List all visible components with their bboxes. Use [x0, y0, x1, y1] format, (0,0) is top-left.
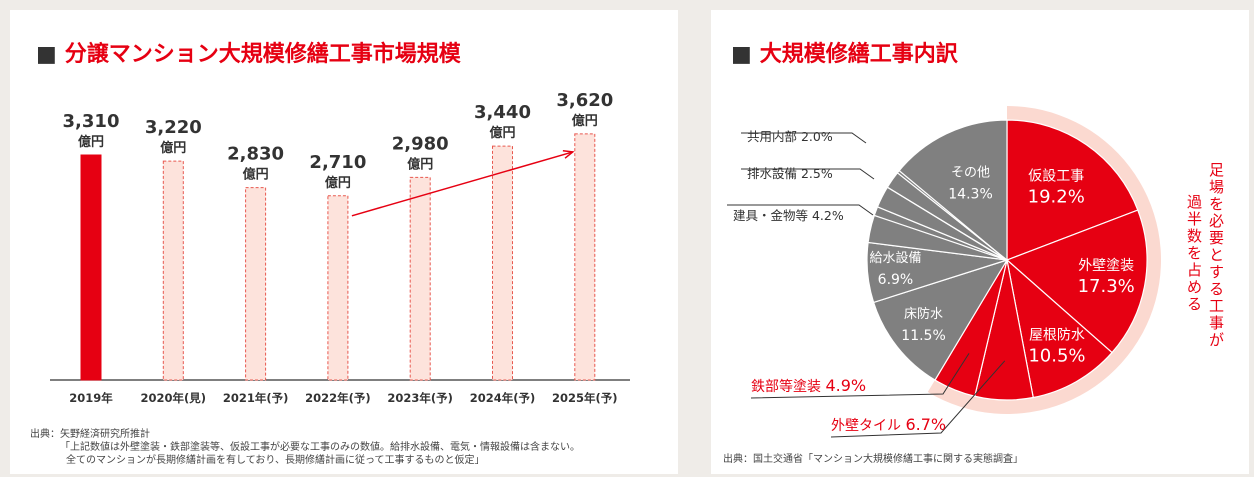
market-source-line: 全てのマンションが長期修繕計画を有しており、長期修繕計画に従って工事するものと仮…	[66, 455, 485, 466]
bar-2023年(予)	[409, 176, 431, 381]
pie-slice-value: 14.3%	[948, 186, 992, 202]
pie-slice-床防水	[872, 258, 1009, 381]
market-source-line: 「上記数値は外壁塗装・鉄部塗装等、仮設工事が必要な工事のみの数値。給排水設備、電…	[60, 442, 580, 453]
pie-leader-line-inner	[865, 142, 1005, 259]
market-source-note: 出典：矢野経済研究所推計 「上記数値は外壁塗装・鉄部塗装等、仮設工事が必要な工事…	[30, 428, 580, 467]
x-tick-label: 2020年(見)	[141, 391, 207, 405]
bar-2021年(予)	[245, 187, 267, 381]
bar-2022年(予)	[327, 195, 349, 381]
bar-value-label: 2,710	[309, 152, 366, 173]
pie-slice-その他	[896, 119, 1008, 262]
title-square-marker: ■	[36, 42, 57, 67]
title-square-marker: ■	[731, 42, 752, 67]
bar-2025年(予)	[574, 133, 596, 381]
breakdown-pie-chart: 仮設工事 19.2% 外壁塗装 17.3% 屋根防水 10.5% 外壁タイル 6.7% 鉄部等…	[727, 106, 1161, 438]
pie-slice-value: 10.5%	[1028, 346, 1085, 367]
bar-unit-label: 億円	[489, 125, 515, 141]
breakdown-source-note: 出典：国土交通省「マンション大規模修繕工事に関する実態調査」	[723, 454, 1023, 465]
trend-arrow-line	[351, 151, 574, 217]
breakdown-title: ■ 大規模修繕工事内訳	[731, 36, 958, 68]
bar-unit-label: 億円	[572, 113, 598, 129]
pie-leader-line	[741, 132, 867, 144]
pie-slice-label: 給水設備	[869, 250, 921, 266]
bar-unit-label: 億円	[325, 175, 351, 191]
bar-2020年(見)	[162, 160, 184, 381]
pie-slice-value: 17.3%	[1078, 276, 1135, 297]
x-tick-label: 2019年	[69, 391, 113, 405]
bar-unit-label: 億円	[243, 167, 269, 183]
x-tick-label: 2021年(予)	[223, 391, 289, 405]
pie-slice-label: 屋根防水	[1029, 328, 1085, 344]
pie-leader-line-inner	[873, 178, 1004, 259]
pie-slice-label: 仮設工事	[1028, 169, 1084, 185]
bar-unit-label: 億円	[160, 140, 186, 156]
pie-outside-label: 建具・金物等 4.2%	[733, 208, 844, 223]
trend-arrow-head	[562, 149, 575, 159]
bar-value-label: 3,310	[63, 111, 120, 132]
x-tick-label: 2023年(予)	[387, 391, 453, 405]
bar-unit-label: 億円	[407, 156, 433, 172]
x-tick-label: 2025年(予)	[552, 391, 618, 405]
pie-slice-value: 11.5%	[901, 328, 945, 344]
market-size-title-text: 分譲マンション大規模修繕工事市場規模	[64, 42, 461, 67]
pie-slice-label: その他	[951, 165, 990, 180]
bar-value-label: 3,620	[556, 90, 613, 111]
pie-slice-label: 外壁塗装	[1078, 257, 1134, 274]
pie-outside-value: 6.7%	[905, 415, 946, 434]
pie-outside-label: 外壁タイル 6.7%	[831, 415, 946, 434]
x-tick-label: 2024年(予)	[470, 391, 536, 405]
scaffold-note-col1: 足場を必要とする工事が	[1208, 161, 1224, 349]
bar-value-label: 2,980	[392, 133, 449, 154]
pie-leader-line-inner	[872, 214, 1004, 260]
pie-outside-value: 4.9%	[825, 376, 866, 395]
bar-value-label: 2,830	[227, 144, 284, 165]
pie-outside-label: 共用内部 2.0%	[747, 129, 833, 144]
x-tick-label: 2022年(予)	[305, 391, 371, 405]
market-size-panel: ■ 分譲マンション大規模修繕工事市場規模 3,310 億円 2019年 3,220 億円 2…	[10, 10, 678, 474]
pie-slice-value: 19.2%	[1028, 187, 1085, 208]
pie-slice-label: 床防水	[904, 306, 943, 322]
market-size-title: ■ 分譲マンション大規模修繕工事市場規模	[36, 36, 461, 68]
breakdown-panel: ■ 大規模修繕工事内訳 仮設工事 19.2% 外壁塗装 17.3% 屋根防水 10.5% 外壁…	[711, 10, 1249, 474]
bar-value-label: 3,220	[145, 117, 202, 138]
bar-value-label: 3,440	[474, 102, 531, 123]
bar-unit-label: 億円	[78, 134, 104, 150]
pie-slice-仮設工事	[1006, 119, 1139, 261]
pie-leader-line	[727, 204, 874, 216]
pie-slice-外壁塗装	[1005, 209, 1148, 354]
bar-2019年	[80, 154, 102, 381]
pie-leader-line	[830, 360, 1006, 438]
pie-leader-line	[741, 168, 875, 180]
scaffold-note-col2: 過半数を占める	[1186, 193, 1202, 313]
market-source-line: 出典：矢野経済研究所推計	[30, 429, 150, 440]
pie-slice-屋根防水	[1006, 258, 1113, 399]
pie-slice-value: 6.9%	[878, 272, 914, 288]
pie-outside-label: 排水設備 2.5%	[747, 166, 833, 181]
pie-outside-label: 鉄部等塗装 4.9%	[751, 376, 866, 395]
market-size-bar-chart: 3,310 億円 2019年 3,220 億円 2020年(見) 2,830 億円 2021年(…	[50, 90, 630, 405]
breakdown-title-text: 大規模修繕工事内訳	[759, 42, 958, 67]
pie-leader-line	[750, 353, 970, 399]
bar-2024年(予)	[492, 145, 513, 381]
